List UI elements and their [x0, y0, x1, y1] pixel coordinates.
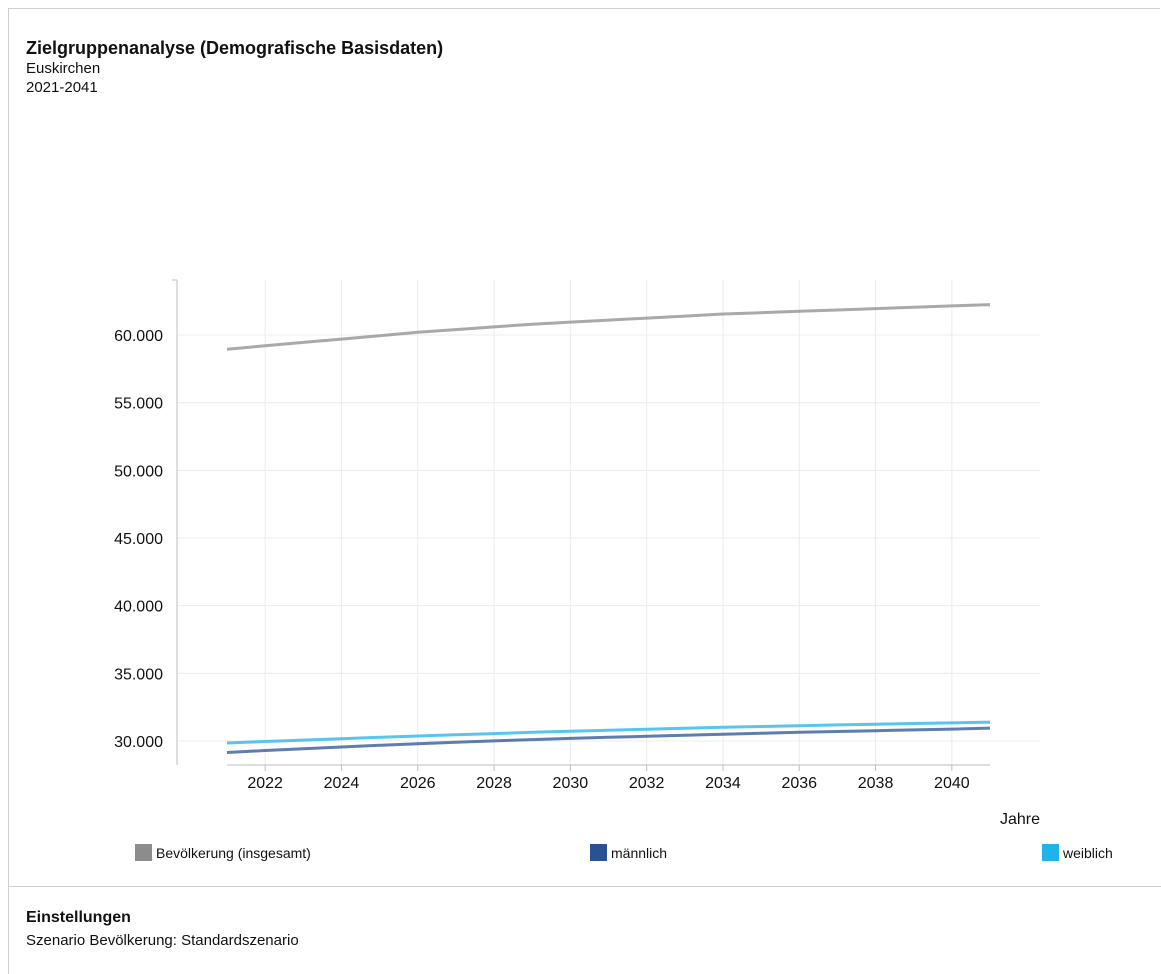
series-line-maennlich [226, 726, 991, 754]
x-tick-label: 2040 [934, 775, 970, 792]
series-line-weiblich [226, 720, 991, 745]
x-tick-label: 2022 [247, 775, 283, 792]
report-header: Zielgruppenanalyse (Demografische Basisd… [26, 37, 443, 97]
x-tick-label: 2030 [553, 775, 589, 792]
legend-label-weiblich: weiblich [1063, 844, 1113, 861]
y-tick-label: 55.000 [114, 396, 163, 413]
y-tick-label: 45.000 [114, 531, 163, 548]
region-label: Euskirchen [26, 60, 101, 77]
series-line-bevoelkerung [226, 303, 991, 351]
y-tick-label: 40.000 [114, 599, 163, 616]
settings-title: Einstellungen [26, 909, 131, 926]
legend-item-maennlich[interactable]: männlich [590, 844, 667, 861]
scenario-setting: Szenario Bevölkerung: Standardszenario [26, 932, 299, 949]
y-tick-label: 60.000 [114, 328, 163, 345]
settings-section: Einstellungen Szenario Bevölkerung: Stan… [26, 908, 299, 951]
x-tick-label: 2024 [324, 775, 360, 792]
legend-label-maennlich: männlich [611, 844, 668, 861]
legend-swatch-bevoelkerung [135, 844, 152, 861]
x-tick-label: 2032 [629, 775, 665, 792]
legend-item-bevoelkerung[interactable]: Bevölkerung (insgesamt) [135, 844, 311, 861]
x-tick-label: 2028 [476, 775, 512, 792]
x-axis-title: Jahre [1000, 811, 1040, 828]
period-label: 2021-2041 [26, 79, 98, 96]
legend-label-bevoelkerung: Bevölkerung (insgesamt) [156, 844, 311, 861]
y-tick-label: 30.000 [114, 734, 163, 751]
chart-title: Zielgruppenanalyse (Demografische Basisd… [26, 38, 444, 58]
y-tick-label: 50.000 [114, 463, 163, 480]
x-tick-label: 2034 [705, 775, 741, 792]
x-tick-label: 2026 [400, 775, 436, 792]
legend-swatch-maennlich [590, 844, 607, 861]
section-divider [9, 886, 1161, 887]
legend-swatch-weiblich [1042, 844, 1059, 861]
x-tick-label: 2036 [781, 775, 817, 792]
x-tick-label: 2038 [858, 775, 894, 792]
report-frame [8, 8, 1160, 974]
y-tick-label: 35.000 [114, 666, 163, 683]
legend-item-weiblich[interactable]: weiblich [1042, 844, 1113, 861]
